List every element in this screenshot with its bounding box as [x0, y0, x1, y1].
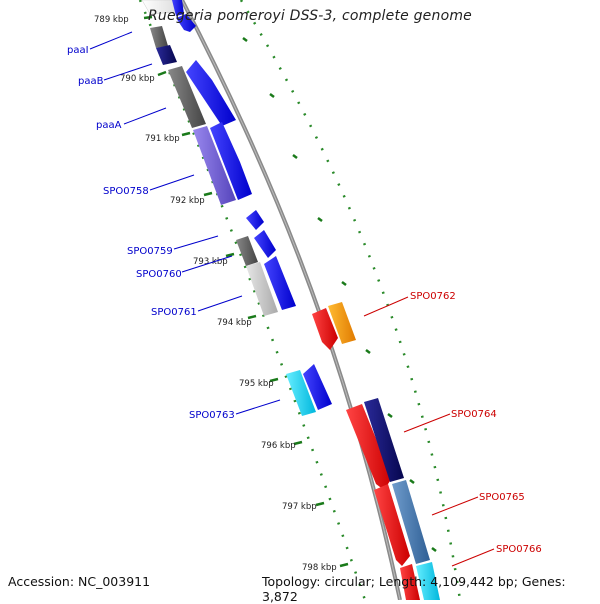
- gene-arrow[interactable]: [176, 14, 196, 32]
- tick-label: 798 kbp: [302, 563, 337, 573]
- gene-block[interactable]: [168, 66, 206, 128]
- tick-label: 795 kbp: [239, 379, 274, 389]
- leader-lines-right: [363, 296, 495, 567]
- gene-arrow[interactable]: [246, 210, 264, 230]
- tick-marks: [143, 15, 349, 568]
- gene-block[interactable]: [236, 236, 258, 266]
- gene-label-spo0760[interactable]: SPO0760: [136, 269, 182, 280]
- gene-arrow[interactable]: [312, 308, 338, 350]
- gene-label-spo0762[interactable]: SPO0762: [410, 291, 456, 302]
- tick-label: 791 kbp: [145, 134, 180, 144]
- tick-label: 792 kbp: [170, 196, 205, 206]
- gene-label-paaB[interactable]: paaB: [78, 76, 104, 87]
- tick-label: 797 kbp: [282, 502, 317, 512]
- gene-label-spo0765[interactable]: SPO0765: [479, 492, 525, 503]
- tick-label: 790 kbp: [120, 74, 155, 84]
- gene-block[interactable]: [364, 398, 404, 482]
- tick-label: 789 kbp: [94, 15, 129, 25]
- gene-label-spo0766[interactable]: SPO0766: [496, 544, 542, 555]
- outer-tick-marks: [242, 37, 437, 552]
- gene-block[interactable]: [246, 262, 278, 316]
- gene-arrow[interactable]: [374, 484, 410, 566]
- tick-label: 796 kbp: [261, 441, 296, 451]
- genes-right-strand: [312, 302, 440, 600]
- gene-arrow[interactable]: [264, 256, 296, 310]
- leader-lines-left: [89, 31, 281, 415]
- gene-label-spo0758[interactable]: SPO0758: [103, 186, 149, 197]
- gene-arrow[interactable]: [172, 0, 184, 16]
- gene-arrow[interactable]: [186, 60, 236, 126]
- gene-label-spo0764[interactable]: SPO0764: [451, 409, 497, 420]
- accession-text: Accession: NC_003911: [8, 574, 151, 589]
- gene-arrow[interactable]: [346, 404, 392, 490]
- gene-block[interactable]: [156, 45, 177, 65]
- gene-block[interactable]: [150, 26, 168, 48]
- tick-label: 794 kbp: [217, 318, 252, 328]
- gene-arrow[interactable]: [254, 230, 276, 258]
- tick-label: 793 kbp: [193, 257, 228, 267]
- gene-label-spo0761[interactable]: SPO0761: [151, 307, 197, 318]
- genome-title: Ruegeria pomeroyi DSS-3, complete genome: [148, 8, 472, 24]
- gene-block[interactable]: [193, 126, 236, 205]
- gene-label-spo0763[interactable]: SPO0763: [189, 410, 235, 421]
- inner-dotted-ring: [138, 0, 367, 600]
- gene-block[interactable]: [416, 562, 440, 600]
- gene-label-paaI[interactable]: paaI: [67, 45, 89, 56]
- genes-left-strand: [141, 0, 332, 416]
- gene-block[interactable]: [328, 302, 356, 344]
- gene-label-paaA[interactable]: paaA: [96, 120, 122, 131]
- gene-arrow[interactable]: [303, 364, 332, 410]
- gene-arrow[interactable]: [210, 122, 252, 200]
- gene-arrow[interactable]: [400, 564, 420, 600]
- gene-block[interactable]: [392, 480, 430, 564]
- gene-label-spo0759[interactable]: SPO0759: [127, 246, 173, 257]
- gene-block[interactable]: [286, 370, 316, 416]
